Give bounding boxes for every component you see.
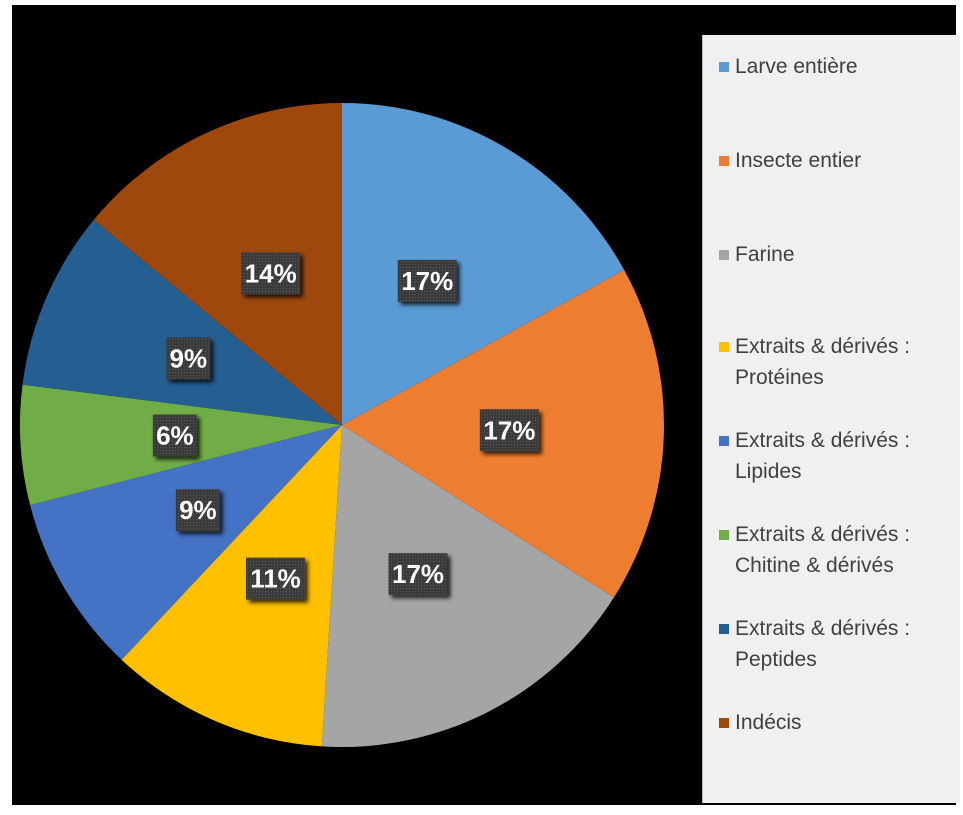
pie-data-labels: 17% 17% 17% 11% 9% 6% 9% 14%: [152, 252, 539, 600]
pie-slice: [93, 103, 342, 425]
chart-area: 17% 17% 17% 11% 9% 6% 9% 14% Larve entière Insec…: [12, 5, 960, 805]
legend-item: Extraits & dérivés : Lipides: [719, 425, 957, 487]
legend-label: Extraits & dérivés : Chitine & dérivés: [735, 523, 911, 577]
data-label-text: 9%: [179, 495, 217, 525]
legend-label: Extraits & dérivés : Lipides: [735, 429, 911, 483]
legend-swatch: [719, 530, 729, 540]
legend-swatch: [719, 156, 729, 166]
data-label: 14%: [241, 252, 301, 295]
data-label-box: [246, 557, 306, 600]
legend-item: Larve entière: [719, 51, 957, 82]
legend-label: Extraits & dérivés : Protéines: [735, 335, 911, 389]
legend-item: Extraits & dérivés : Chitine & dérivés: [719, 519, 957, 581]
data-label-text: 17%: [483, 415, 535, 445]
legend-label: Insecte entier: [735, 149, 862, 172]
pie-chart: 17% 17% 17% 11% 9% 6% 9% 14%: [20, 103, 664, 748]
data-label-text: 11%: [250, 564, 301, 594]
legend-item: Indécis: [719, 707, 957, 738]
data-label-text: 17%: [392, 559, 444, 589]
legend-swatch: [719, 342, 729, 352]
legend-swatch: [719, 718, 729, 728]
legend-item: Extraits & dérivés : Protéines: [719, 331, 957, 393]
legend-swatch: [719, 436, 729, 446]
legend-label: Extraits & dérivés : Peptides: [735, 617, 911, 671]
legend-item: Farine: [719, 239, 957, 270]
pie-slice: [30, 425, 343, 660]
legend-label: Larve entière: [735, 55, 858, 78]
legend-swatch: [719, 62, 729, 72]
legend-item: Insecte entier: [719, 145, 957, 176]
data-label-box: [397, 259, 457, 302]
legend-swatch: [719, 250, 729, 260]
data-label-box: [166, 337, 211, 380]
legend: Larve entière Insecte entier Farine Extrait…: [702, 35, 960, 803]
legend-label: Farine: [735, 243, 795, 266]
data-label-box: [388, 553, 448, 596]
data-label-box: [479, 409, 539, 452]
data-label: 17%: [397, 259, 457, 302]
legend-item: Extraits & dérivés : Peptides: [719, 613, 957, 675]
data-label-text: 14%: [245, 258, 297, 288]
data-label-text: 17%: [401, 266, 453, 296]
data-label: 9%: [166, 337, 211, 380]
pie-slices: [20, 103, 664, 748]
pie-slice: [321, 425, 614, 748]
data-label: 17%: [388, 553, 448, 596]
legend-label: Indécis: [735, 711, 802, 734]
data-label: 17%: [479, 409, 539, 452]
pie-slice: [22, 219, 343, 425]
data-label: 9%: [175, 489, 220, 532]
data-label-box: [175, 489, 220, 532]
data-label-box: [152, 414, 197, 457]
data-label-box: [241, 252, 301, 295]
data-label-text: 9%: [170, 344, 208, 374]
pie-slice: [342, 103, 625, 425]
data-label-text: 6%: [156, 421, 194, 451]
legend-swatch: [719, 624, 729, 634]
pie-slice: [121, 425, 342, 747]
data-label: 6%: [152, 414, 197, 457]
data-label: 11%: [246, 557, 306, 600]
